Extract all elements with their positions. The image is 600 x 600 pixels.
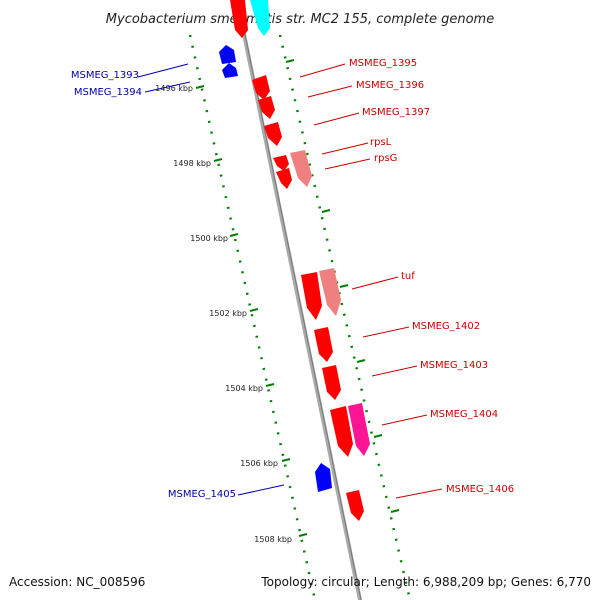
gene-label-msmeg-1397: MSMEG_1397 — [362, 107, 430, 118]
gene-label-rpsg: rpsG — [374, 153, 397, 164]
tick-mark — [265, 383, 275, 387]
gene-label-msmeg-1394: MSMEG_1394 — [74, 87, 142, 98]
tick-mark — [195, 85, 205, 89]
tick-mark — [249, 308, 259, 312]
gene-features — [219, 0, 370, 521]
msmeg-1405-arrow — [315, 463, 332, 492]
tick-labels: 1496 kbp 1498 kbp 1500 kbp 1502 kbp 1504… — [155, 84, 292, 544]
msmeg-1402-arrow — [314, 327, 333, 362]
rpsg-rna-arrow — [290, 150, 312, 187]
msmeg-1404-special-arrow — [348, 403, 370, 456]
msmeg-1396-arrow — [258, 96, 275, 119]
tick-label: 1500 kbp — [190, 234, 228, 243]
tick-marks — [195, 59, 400, 537]
inner-tick-mark — [339, 284, 349, 288]
inner-tick-mark — [373, 434, 383, 438]
gene-label-msmeg-1393: MSMEG_1393 — [71, 70, 139, 81]
msmeg-1397-arrow — [264, 122, 282, 146]
gene-labels: MSMEG_1393 MSMEG_1394 MSMEG_1395 MSMEG_1… — [71, 58, 514, 500]
summary-text: Topology: circular; Length: 6,988,209 bp… — [260, 575, 591, 589]
tick-label: 1496 kbp — [155, 84, 193, 93]
top-forward-fragment — [230, 0, 248, 38]
msmeg-1394-arrow — [222, 63, 238, 78]
rpsl-arrow — [273, 155, 289, 171]
gene-label-msmeg-1396: MSMEG_1396 — [356, 80, 424, 91]
inner-tick-mark — [356, 359, 366, 363]
inner-tick-mark — [285, 59, 295, 63]
gene-label-rpsl: rpsL — [370, 137, 392, 148]
msmeg-1395-arrow — [252, 75, 270, 100]
tick-label: 1504 kbp — [225, 384, 263, 393]
inner-tick-mark — [321, 209, 331, 213]
accession-text: Accession: NC_008596 — [9, 575, 145, 589]
gene-label-msmeg-1406: MSMEG_1406 — [446, 484, 514, 495]
tick-label: 1508 kbp — [254, 535, 292, 544]
tuf-cds-arrow — [301, 272, 322, 320]
gene-label-tuf: tuf — [401, 271, 415, 282]
tuf-rna-arrow — [319, 268, 341, 316]
inner-dotted-track — [278, 34, 412, 600]
map-title: Mycobacterium smegmatis str. MC2 155, co… — [106, 12, 494, 27]
gene-label-msmeg-1402: MSMEG_1402 — [412, 321, 480, 332]
tick-mark — [213, 158, 223, 162]
label-leaders — [137, 63, 443, 499]
gene-label-msmeg-1403: MSMEG_1403 — [420, 360, 488, 371]
gene-label-msmeg-1404: MSMEG_1404 — [430, 409, 498, 420]
tick-mark — [281, 458, 291, 462]
msmeg-1393-arrow — [219, 45, 236, 64]
tick-label: 1502 kbp — [209, 309, 247, 318]
rpsl-small-arrow — [276, 168, 292, 189]
gene-label-msmeg-1405: MSMEG_1405 — [168, 489, 236, 500]
tick-label: 1498 kbp — [173, 159, 211, 168]
inner-tick-mark — [390, 509, 400, 513]
tick-mark — [229, 233, 239, 237]
top-cyan-fragment — [250, 0, 270, 36]
msmeg-1406-arrow — [346, 490, 364, 521]
msmeg-1403-arrow — [322, 365, 341, 400]
gene-label-msmeg-1395: MSMEG_1395 — [349, 58, 417, 69]
tick-label: 1506 kbp — [240, 459, 278, 468]
tick-mark — [298, 533, 308, 537]
msmeg-1404-cds-arrow — [330, 406, 353, 457]
